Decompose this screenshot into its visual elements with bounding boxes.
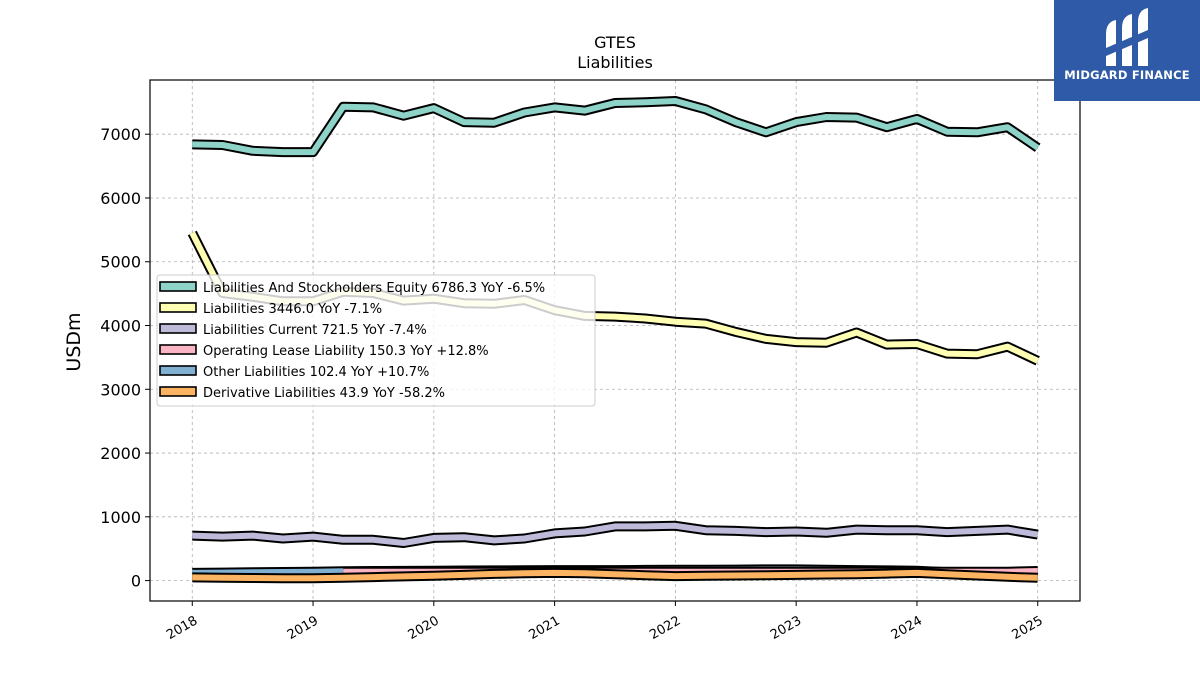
- x-tick-label: 2022: [647, 613, 683, 643]
- legend-label: Liabilities 3446.0 YoY -7.1%: [203, 302, 382, 317]
- x-tick-label: 2018: [164, 613, 200, 643]
- series-line: [192, 522, 1039, 546]
- legend-label: Liabilities And Stockholders Equity 6786…: [203, 281, 545, 296]
- y-tick-label: 3000: [100, 380, 141, 399]
- legend-swatch: [159, 386, 197, 397]
- gridlines: [150, 80, 1080, 601]
- chart-title: GTES: [594, 33, 636, 52]
- y-tick-label: 0: [131, 572, 141, 591]
- legend-swatch: [159, 281, 197, 292]
- plot-frame: [149, 79, 1081, 602]
- y-tick-label: 4000: [100, 317, 141, 336]
- x-tick-label: 2025: [1010, 613, 1046, 643]
- y-tick-label: 1000: [100, 508, 141, 527]
- legend-item[interactable]: Liabilities 3446.0 YoY -7.1%: [159, 302, 382, 317]
- legend-item[interactable]: Operating Lease Liability 150.3 YoY +12.…: [159, 344, 489, 359]
- legend-item[interactable]: Other Liabilities 102.4 YoY +10.7%: [159, 365, 429, 380]
- series-line: [192, 569, 1038, 582]
- legend[interactable]: Liabilities And Stockholders Equity 6786…: [156, 274, 596, 407]
- legend-swatch: [159, 344, 197, 355]
- legend-label: Derivative Liabilities 43.9 YoY -58.2%: [203, 386, 445, 401]
- legend-swatch: [159, 323, 197, 334]
- y-tick-label: 5000: [100, 253, 141, 272]
- midgard-logo-icon: [1106, 8, 1148, 66]
- chart-subtitle: Liabilities: [577, 53, 653, 72]
- y-tick-label: 7000: [100, 125, 141, 144]
- x-tick-label: 2020: [406, 613, 442, 643]
- legend-label: Liabilities Current 721.5 YoY -7.4%: [203, 323, 427, 338]
- legend-label: Operating Lease Liability 150.3 YoY +12.…: [203, 344, 489, 359]
- legend-swatch: [159, 365, 197, 376]
- legend-label: Other Liabilities 102.4 YoY +10.7%: [203, 365, 429, 380]
- legend-item[interactable]: Liabilities And Stockholders Equity 6786…: [159, 281, 545, 296]
- x-tick-label: 2019: [285, 613, 321, 643]
- legend-item[interactable]: Liabilities Current 721.5 YoY -7.4%: [159, 323, 427, 338]
- series-line: [192, 98, 1040, 156]
- brand-name: MIDGARD FINANCE: [1064, 68, 1190, 82]
- x-ticks: 2018 2019 2020 2021 2022 2023 2024 2025: [164, 601, 1046, 643]
- x-tick-label: 2023: [768, 613, 804, 643]
- brand-logo: MIDGARD FINANCE: [1054, 0, 1200, 101]
- y-tick-label: 6000: [100, 189, 141, 208]
- series-liabilities-and-stockholders-equity: [192, 96, 1041, 158]
- legend-item[interactable]: Derivative Liabilities 43.9 YoY -58.2%: [159, 386, 445, 401]
- series-liabilities-current: [192, 520, 1039, 548]
- y-ticks: 0 1000 2000 3000 4000 5000 6000 7000: [100, 125, 150, 591]
- legend-box: [156, 274, 596, 407]
- x-tick-label: 2021: [526, 613, 562, 643]
- y-tick-label: 2000: [100, 444, 141, 463]
- legend-swatch: [159, 302, 197, 313]
- x-tick-label: 2024: [889, 613, 925, 643]
- series-derivative-liabilities: [192, 567, 1038, 584]
- y-axis-label: USDm: [63, 312, 85, 371]
